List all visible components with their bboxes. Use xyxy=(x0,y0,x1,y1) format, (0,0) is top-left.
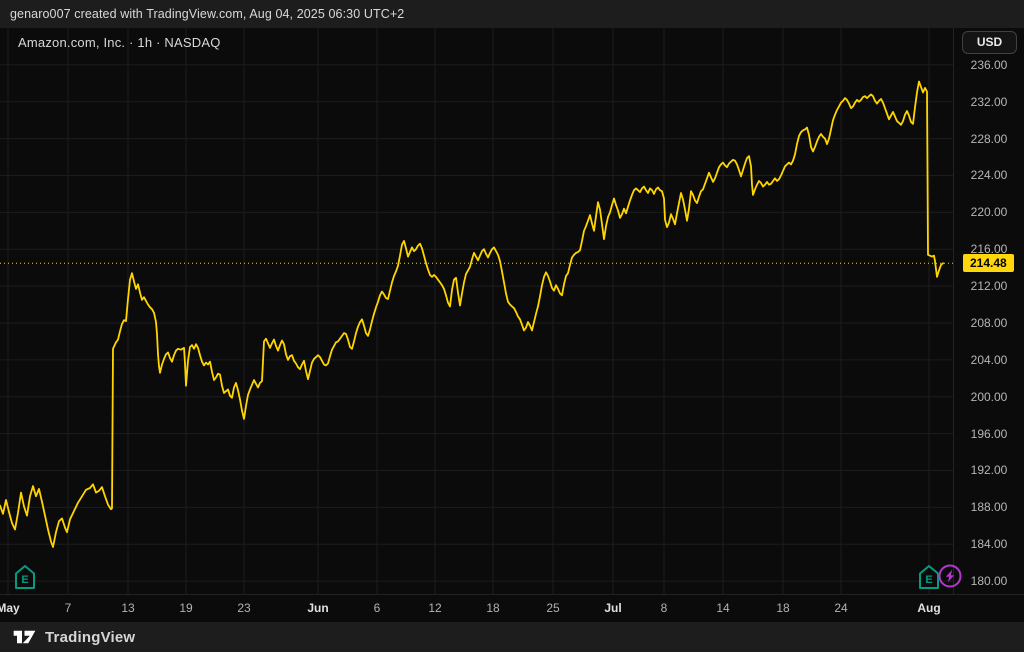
time-tick-label: 18 xyxy=(776,601,790,615)
price-tick-label: 232.00 xyxy=(970,94,1008,109)
price-tick-label: 196.00 xyxy=(970,426,1008,441)
price-tick-label: 192.00 xyxy=(970,463,1008,478)
price-tick-label: 188.00 xyxy=(970,500,1008,515)
price-tick-label: 216.00 xyxy=(970,242,1008,257)
price-tick-label: 204.00 xyxy=(970,352,1008,367)
price-tick-label: 200.00 xyxy=(970,389,1008,404)
time-tick-label: 19 xyxy=(179,601,193,615)
svg-text:E: E xyxy=(21,574,28,586)
currency-button[interactable]: USD xyxy=(962,31,1017,54)
tradingview-wordmark[interactable]: TradingView xyxy=(45,628,136,646)
price-axis[interactable]: USD 214.48 236.00 232.00 228.00 224.00 220.0… xyxy=(953,28,1024,594)
svg-text:E: E xyxy=(925,574,932,586)
price-tick-label: 228.00 xyxy=(970,131,1008,146)
time-tick-label: May xyxy=(0,601,20,615)
time-tick-label: 25 xyxy=(546,601,560,615)
footer-bar: TradingView xyxy=(0,622,1024,652)
price-line xyxy=(0,80,944,548)
time-axis[interactable]: May 7 13 19 23 Jun 6 12 18 25 Jul 8 14 18 24 Aug xyxy=(0,594,1024,622)
time-tick-label: Jun xyxy=(307,601,329,615)
price-tick-label: 236.00 xyxy=(970,57,1008,72)
price-tick-label: 184.00 xyxy=(970,537,1008,552)
price-tick-label: 224.00 xyxy=(970,168,1008,183)
price-tick-label: 220.00 xyxy=(970,205,1008,220)
time-tick-label: 7 xyxy=(64,601,72,615)
time-tick-label: 18 xyxy=(486,601,500,615)
time-tick-label: 12 xyxy=(428,601,442,615)
time-tick-label: 8 xyxy=(660,601,668,615)
last-price-label: 214.48 xyxy=(963,254,1014,273)
earnings-icon[interactable]: E xyxy=(15,565,35,589)
attribution-bar: genaro007 created with TradingView.com, … xyxy=(0,0,1024,28)
time-tick-label: 24 xyxy=(834,601,848,615)
time-tick-label: 23 xyxy=(237,601,251,615)
symbol-title: Amazon.com, Inc. · 1h · NASDAQ xyxy=(18,35,221,50)
price-tick-label: 208.00 xyxy=(970,315,1008,330)
bolt-icon[interactable] xyxy=(938,564,962,588)
time-tick-label: 6 xyxy=(373,601,381,615)
time-tick-label: 14 xyxy=(716,601,730,615)
price-tick-label: 212.00 xyxy=(970,279,1008,294)
time-tick-label: Jul xyxy=(604,601,622,615)
time-tick-label: Aug xyxy=(917,601,941,615)
attribution-text: genaro007 created with TradingView.com, … xyxy=(10,7,405,21)
tradingview-logo-icon[interactable] xyxy=(12,629,37,645)
price-tick-label: 180.00 xyxy=(970,574,1008,589)
earnings-icon[interactable]: E xyxy=(919,565,939,589)
time-tick-label: 13 xyxy=(121,601,135,615)
